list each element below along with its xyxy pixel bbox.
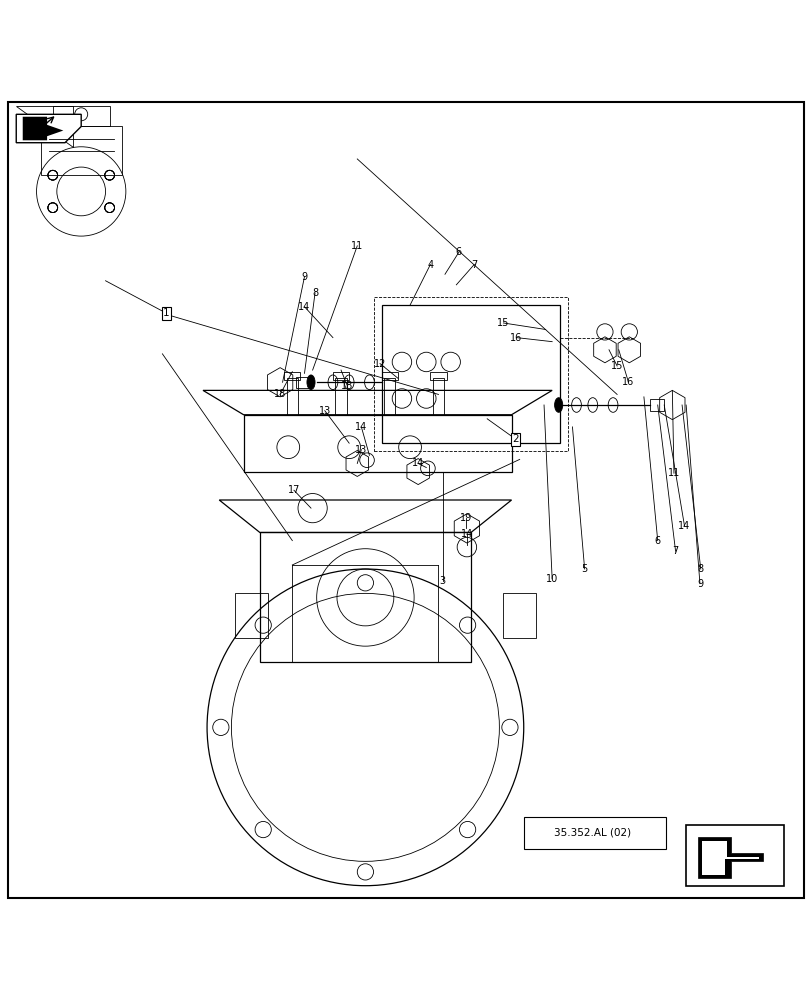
Text: 11: 11 — [350, 241, 363, 251]
Text: 35.352.AL (02): 35.352.AL (02) — [554, 828, 630, 838]
Ellipse shape — [307, 375, 315, 390]
Text: 9: 9 — [301, 272, 307, 282]
Text: 14: 14 — [677, 521, 690, 531]
Text: 9: 9 — [696, 579, 702, 589]
Text: 1: 1 — [163, 308, 169, 318]
Text: 10: 10 — [545, 574, 558, 584]
Bar — [235, 593, 268, 638]
Text: 7: 7 — [470, 260, 477, 270]
Text: 16: 16 — [621, 377, 634, 387]
Bar — [432, 378, 444, 415]
Bar — [284, 372, 300, 380]
Bar — [685, 825, 783, 886]
Bar — [53, 106, 109, 126]
Text: 14: 14 — [354, 422, 367, 432]
FancyBboxPatch shape — [523, 817, 665, 849]
Bar — [503, 593, 535, 638]
Text: 12: 12 — [373, 359, 386, 369]
Bar — [381, 305, 560, 443]
Text: 7: 7 — [672, 546, 678, 556]
Text: 8: 8 — [697, 564, 703, 574]
Text: 6: 6 — [654, 536, 660, 546]
Text: 14: 14 — [460, 529, 473, 539]
Bar — [243, 415, 511, 472]
Text: 13: 13 — [354, 445, 367, 455]
Ellipse shape — [554, 398, 562, 412]
Text: 13: 13 — [318, 406, 331, 416]
Bar — [286, 378, 298, 415]
Text: 18: 18 — [341, 381, 354, 391]
Bar — [430, 372, 446, 380]
Text: 11: 11 — [667, 468, 680, 478]
Text: 2: 2 — [512, 434, 518, 444]
Text: 8: 8 — [311, 288, 318, 298]
Bar — [296, 377, 311, 388]
Text: 15: 15 — [496, 318, 509, 328]
Bar — [335, 378, 346, 415]
Text: 15: 15 — [610, 361, 623, 371]
Text: 5: 5 — [581, 564, 587, 574]
Polygon shape — [697, 837, 762, 878]
Text: 19: 19 — [459, 513, 472, 523]
Text: 18: 18 — [273, 389, 286, 399]
Text: 3: 3 — [439, 576, 445, 586]
Bar — [333, 372, 349, 380]
Bar — [384, 378, 395, 415]
Text: 16: 16 — [509, 333, 522, 343]
Polygon shape — [16, 114, 81, 143]
Bar — [41, 126, 122, 175]
Text: 4: 4 — [427, 260, 433, 270]
Bar — [381, 372, 397, 380]
Bar — [373, 297, 568, 451]
Bar — [649, 399, 663, 411]
Text: 17: 17 — [287, 485, 300, 495]
Bar — [260, 532, 470, 662]
Polygon shape — [16, 106, 73, 147]
Text: 6: 6 — [455, 247, 461, 257]
Text: 14: 14 — [411, 458, 424, 468]
Polygon shape — [702, 841, 758, 875]
Text: 14: 14 — [298, 302, 311, 312]
Polygon shape — [23, 117, 63, 140]
